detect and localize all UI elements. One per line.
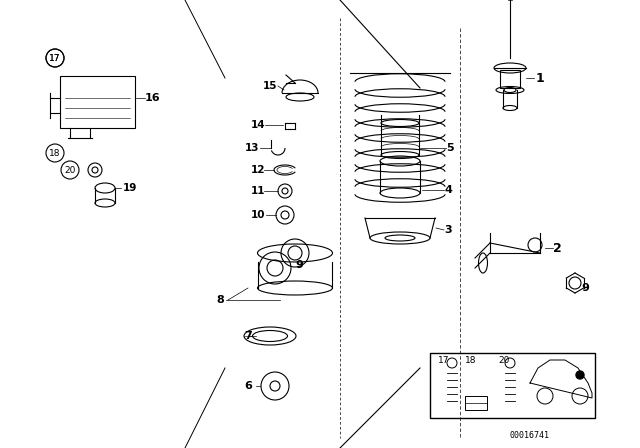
- Text: 3: 3: [444, 225, 452, 235]
- Text: 17: 17: [49, 53, 61, 63]
- Text: 17: 17: [438, 356, 449, 365]
- Text: 18: 18: [465, 356, 477, 365]
- Text: 9: 9: [581, 283, 589, 293]
- Text: 9: 9: [295, 260, 303, 270]
- Text: 7: 7: [244, 331, 252, 341]
- Text: 14: 14: [251, 120, 266, 130]
- Text: 18: 18: [49, 148, 61, 158]
- Bar: [465, 396, 487, 410]
- Text: 5: 5: [446, 143, 454, 153]
- Text: 19: 19: [123, 183, 137, 193]
- Bar: [430, 353, 595, 418]
- Bar: [500, 70, 520, 88]
- Text: 8: 8: [216, 295, 224, 305]
- Text: 20: 20: [498, 356, 509, 365]
- Text: 11: 11: [251, 186, 265, 196]
- Text: 10: 10: [251, 210, 265, 220]
- Text: 4: 4: [444, 185, 452, 195]
- Text: 13: 13: [244, 143, 259, 153]
- Text: 2: 2: [552, 241, 561, 254]
- Bar: [60, 76, 135, 128]
- Text: 12: 12: [251, 165, 265, 175]
- Text: 6: 6: [244, 381, 252, 391]
- Text: 15: 15: [263, 81, 277, 91]
- Circle shape: [576, 371, 584, 379]
- Text: 16: 16: [144, 93, 160, 103]
- Text: 00016741: 00016741: [510, 431, 550, 440]
- Text: 20: 20: [64, 165, 76, 175]
- Text: 17: 17: [49, 53, 61, 63]
- Text: 1: 1: [536, 72, 545, 85]
